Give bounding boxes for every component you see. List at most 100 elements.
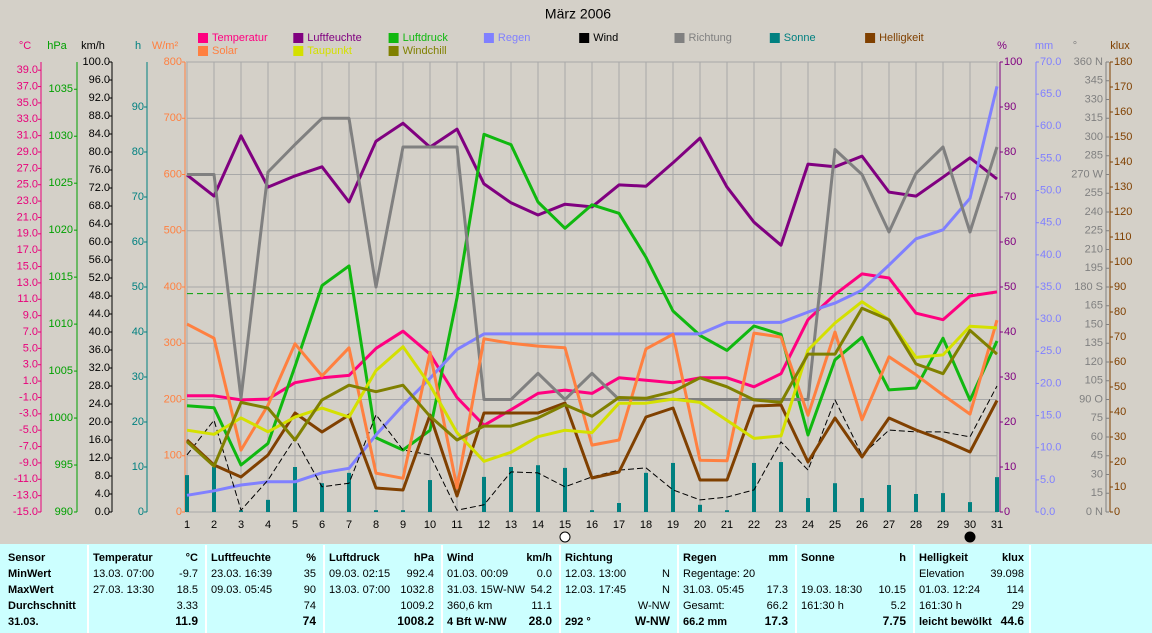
y-tick-label: 29.0 bbox=[17, 146, 38, 158]
sun-bar bbox=[428, 480, 432, 512]
legend-label: Wind bbox=[593, 32, 618, 44]
y-tick-label: 1030 bbox=[49, 130, 73, 142]
table-header: Luftfeuchte bbox=[211, 552, 271, 564]
y-tick-label: 60.0 bbox=[89, 236, 110, 248]
y-tick-label: 65.0 bbox=[1040, 88, 1061, 100]
table-cell: 09.03. 05:45 bbox=[211, 584, 272, 596]
y-tick-label: 60.0 bbox=[1040, 120, 1061, 132]
y-tick-label: 15.0 bbox=[1040, 409, 1061, 421]
table-value: 18.5 bbox=[177, 584, 198, 596]
table-header: Regen bbox=[683, 552, 717, 564]
y-tick-label: -11.0 bbox=[14, 473, 38, 485]
x-tick-label: 12 bbox=[478, 519, 490, 531]
sun-bar bbox=[617, 503, 621, 512]
y-tick-label: 300 bbox=[164, 337, 182, 349]
y-tick-label: 27.0 bbox=[17, 162, 38, 174]
series-line bbox=[187, 116, 999, 401]
x-tick-label: 6 bbox=[319, 519, 325, 531]
y-tick-label: -3.0 bbox=[19, 408, 38, 420]
series-line bbox=[187, 272, 998, 427]
y-tick-label: 160 bbox=[1114, 106, 1132, 118]
table-cell: leicht bewölkt bbox=[919, 616, 992, 628]
sun-bar bbox=[266, 499, 270, 512]
y-tick-label: -5.0 bbox=[19, 424, 38, 436]
table-cell: 292 ° bbox=[565, 616, 591, 628]
y-tick-label: 345 bbox=[1085, 75, 1103, 87]
y-tick-label: 255 bbox=[1085, 187, 1103, 199]
y-tick-label: 50.0 bbox=[1040, 184, 1061, 196]
table-background bbox=[0, 544, 1152, 633]
y-tick-label: 150 bbox=[1114, 131, 1132, 143]
table-row-label: MaxWert bbox=[8, 584, 54, 596]
y-tick-label: 0 bbox=[138, 506, 144, 518]
y-tick-label: 31.0 bbox=[17, 130, 38, 142]
sun-bar bbox=[941, 493, 945, 512]
y-tick-label: 100 bbox=[1004, 56, 1022, 68]
y-tick-label: 35.0 bbox=[17, 97, 38, 109]
x-tick-label: 24 bbox=[802, 519, 814, 531]
y-tick-label: 96.0 bbox=[89, 74, 110, 86]
y-tick-label: 30 bbox=[1091, 468, 1103, 480]
table-cell: 12.03. 17:45 bbox=[565, 584, 626, 596]
sun-bar bbox=[914, 494, 918, 512]
sun-bar bbox=[860, 498, 864, 512]
table-cell: 19.03. 18:30 bbox=[801, 584, 862, 596]
y-tick-label: 225 bbox=[1085, 225, 1103, 237]
table-value: 17.3 bbox=[767, 584, 788, 596]
table-cell: 23.03. 16:39 bbox=[211, 568, 272, 580]
axis-unit: % bbox=[997, 40, 1007, 52]
x-tick-label: 19 bbox=[667, 519, 679, 531]
table-unit: mm bbox=[768, 552, 788, 564]
series-line bbox=[185, 306, 998, 468]
table-cell: 01.03. 00:09 bbox=[447, 568, 508, 580]
sun-bar bbox=[725, 510, 729, 512]
y-tick-label: 100 bbox=[1114, 256, 1132, 268]
y-tick-label: 70 bbox=[1004, 191, 1016, 203]
y-tick-label: 84.0 bbox=[89, 128, 110, 140]
x-tick-label: 15 bbox=[559, 519, 571, 531]
sun-bar bbox=[887, 485, 891, 512]
y-tick-label: 180 bbox=[1114, 56, 1132, 68]
table-value: 3.33 bbox=[177, 600, 198, 612]
table-value: 44.6 bbox=[1001, 614, 1025, 628]
axis-unit: km/h bbox=[81, 40, 105, 52]
table-row-label: MinWert bbox=[8, 568, 52, 580]
table-cell: 31.03. 15W-NW bbox=[447, 584, 526, 596]
y-tick-label: 36.0 bbox=[89, 344, 110, 356]
table-value: 29 bbox=[1012, 600, 1024, 612]
y-tick-label: 270 W bbox=[1071, 168, 1103, 180]
y-tick-label: 4.0 bbox=[95, 488, 110, 500]
table-cell: 13.03. 07:00 bbox=[93, 568, 154, 580]
axis-unit: h bbox=[135, 40, 141, 52]
y-tick-label: 105 bbox=[1085, 375, 1103, 387]
y-tick-label: 64.0 bbox=[89, 218, 110, 230]
y-tick-label: -9.0 bbox=[19, 457, 38, 469]
y-tick-label: 10 bbox=[1004, 461, 1016, 473]
y-tick-label: 52.0 bbox=[89, 272, 110, 284]
y-tick-label: 90 O bbox=[1079, 393, 1103, 405]
y-tick-label: 30.0 bbox=[1040, 313, 1061, 325]
table-unit: °C bbox=[186, 552, 198, 564]
sun-bar bbox=[644, 472, 648, 512]
legend-label: Windchill bbox=[403, 45, 447, 57]
y-tick-label: 165 bbox=[1085, 300, 1103, 312]
legend-swatch bbox=[483, 33, 494, 43]
table-value: 1009.2 bbox=[400, 600, 434, 612]
y-tick-label: 56.0 bbox=[89, 254, 110, 266]
y-tick-label: 240 bbox=[1085, 206, 1103, 218]
table-cell: 01.03. 12:24 bbox=[919, 584, 980, 596]
table-value: 90 bbox=[304, 584, 316, 596]
table-unit: % bbox=[306, 552, 316, 564]
table-value: W-NW bbox=[638, 600, 671, 612]
table-value: N bbox=[662, 584, 670, 596]
table-cell: 4 Bft W-NW bbox=[447, 616, 507, 628]
sun-bar bbox=[293, 467, 297, 512]
x-tick-label: 28 bbox=[910, 519, 922, 531]
y-tick-label: 21.0 bbox=[17, 211, 38, 223]
y-tick-label: 32.0 bbox=[89, 362, 110, 374]
table-value: 28.0 bbox=[529, 614, 553, 628]
table-header: Sensor bbox=[8, 552, 46, 564]
y-tick-label: 20.0 bbox=[1040, 377, 1061, 389]
table-value: 74 bbox=[303, 614, 317, 628]
